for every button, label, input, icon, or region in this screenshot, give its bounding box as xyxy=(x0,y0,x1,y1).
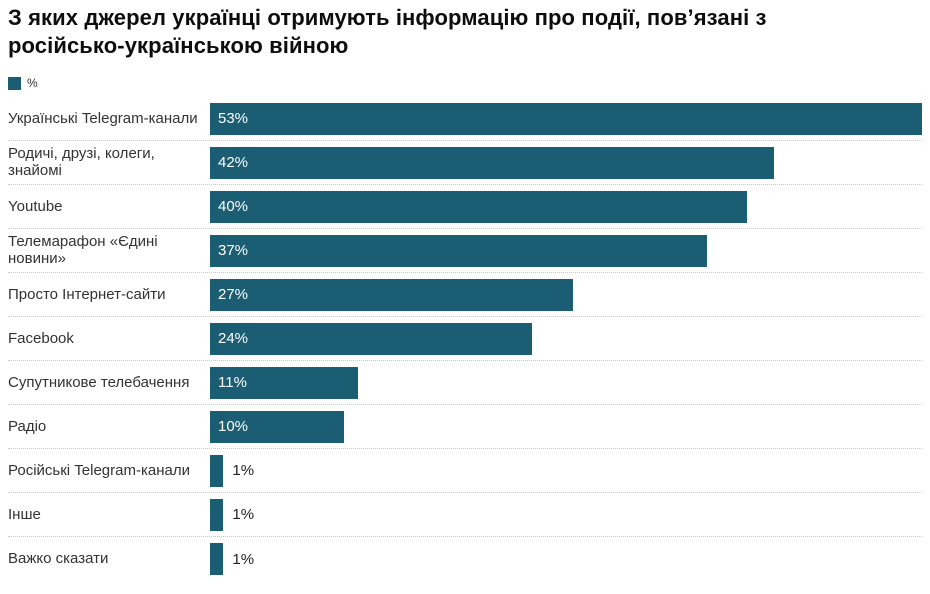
bar xyxy=(210,498,224,531)
chart-title: З яких джерел українці отримують інформа… xyxy=(8,5,767,59)
value-label: 27% xyxy=(218,286,249,304)
chart-row: Російські Telegram-канали 1% xyxy=(8,449,922,494)
chart-row: Facebook 24% xyxy=(8,317,922,362)
value-label: 11% xyxy=(218,374,247,392)
bar-track: 24% xyxy=(210,322,922,355)
category-label: Телемарафон «Єдині новини» xyxy=(8,233,158,267)
bar-track: 42% xyxy=(210,146,922,179)
bar: 10% xyxy=(210,410,345,443)
category-label: Російські Telegram-канали xyxy=(8,461,190,479)
bar-track: 40% xyxy=(210,190,922,223)
bar-track: 1% xyxy=(210,543,922,576)
bar: 11% xyxy=(210,366,358,399)
bar-track: 53% xyxy=(210,102,922,135)
legend-swatch xyxy=(8,76,21,90)
category-label: Родичі, друзі, колеги, знайомі xyxy=(8,145,155,179)
bar: 37% xyxy=(210,234,708,267)
bar xyxy=(210,454,224,487)
bar-track: 1% xyxy=(210,454,922,487)
chart-row: Телемарафон «Єдині новини» 37% xyxy=(8,229,922,274)
bar-track: 10% xyxy=(210,410,922,443)
category-label: Важко сказати xyxy=(8,550,109,568)
category-label: Youtube xyxy=(8,197,63,215)
bar xyxy=(210,543,224,576)
chart-row: Родичі, друзі, колеги, знайомі 42% xyxy=(8,141,922,186)
bar-track: 27% xyxy=(210,278,922,311)
value-label: 42% xyxy=(218,154,249,172)
value-label: 1% xyxy=(232,506,255,524)
chart-row: Радіо 10% xyxy=(8,405,922,450)
bar-track: 1% xyxy=(210,498,922,531)
bar-track: 37% xyxy=(210,234,922,267)
legend: % xyxy=(8,76,922,90)
value-label: 1% xyxy=(232,462,255,480)
chart-row: Інше 1% xyxy=(8,493,922,538)
category-label: Українські Telegram-канали xyxy=(8,109,198,127)
value-label: 53% xyxy=(218,110,249,128)
chart-row: Важко сказати 1% xyxy=(8,537,922,581)
bar: 53% xyxy=(210,102,922,135)
chart-row: Просто Інтернет-сайти 27% xyxy=(8,273,922,318)
chart-row: Youtube 40% xyxy=(8,185,922,230)
bar: 24% xyxy=(210,322,533,355)
bar: 27% xyxy=(210,278,573,311)
value-label: 24% xyxy=(218,330,249,348)
category-label: Просто Інтернет-сайти xyxy=(8,285,166,303)
bar-track: 11% xyxy=(210,366,922,399)
chart-row: Супутникове телебачення 11% xyxy=(8,361,922,406)
value-label: 40% xyxy=(218,198,249,216)
value-label: 37% xyxy=(218,242,249,260)
chart-page: З яких джерел українці отримують інформа… xyxy=(8,5,922,581)
bar: 42% xyxy=(210,146,775,179)
bar: 40% xyxy=(210,190,748,223)
category-label: Супутникове телебачення xyxy=(8,373,190,391)
legend-label: % xyxy=(27,76,38,91)
category-label: Радіо xyxy=(8,417,47,435)
chart-row: Українські Telegram-канали 53% xyxy=(8,97,922,142)
category-label: Facebook xyxy=(8,329,74,347)
value-label: 10% xyxy=(218,418,249,436)
category-label: Інше xyxy=(8,505,41,523)
bar-chart: Українські Telegram-канали 53% Родичі, дру… xyxy=(8,97,922,581)
value-label: 1% xyxy=(232,550,255,568)
